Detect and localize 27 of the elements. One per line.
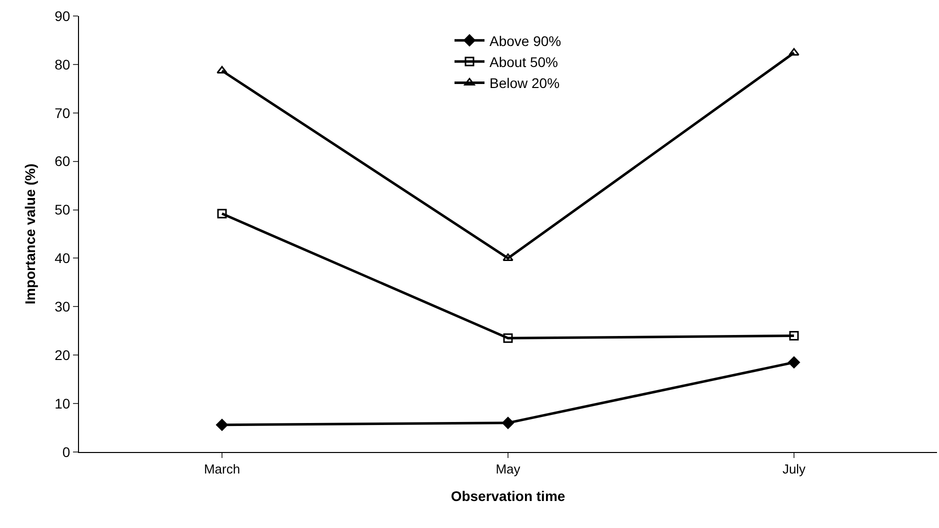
point [788,356,800,368]
point [502,416,514,429]
y-tick-label: 50 [54,202,70,218]
y-tick-label: 90 [54,8,70,24]
point [789,330,799,340]
y-tick-label: 0 [62,444,70,460]
y-tick-label: 60 [54,153,70,170]
legend-label: Above 90% [490,32,562,49]
y-tick-label: 30 [54,298,70,315]
point [503,333,513,343]
y-tick-label: 10 [54,395,70,412]
x-tick-label: May [496,462,521,477]
point [788,48,800,56]
point [216,418,228,431]
point [502,253,514,261]
y-tick-label: 40 [54,250,70,266]
point [217,208,227,218]
legend-label: Below 20% [490,75,560,92]
y-axis-title: Importance value (%) [22,164,38,304]
x-axis-title: Observation time [450,488,566,504]
legend-label: About 50% [490,54,558,70]
y-tick-label: 70 [54,104,70,121]
y-tick-label: 80 [54,56,70,72]
point [216,66,228,74]
y-tick-label: 20 [54,347,70,364]
x-tick-label: July [782,462,806,477]
x-tick-label: March [204,462,240,477]
